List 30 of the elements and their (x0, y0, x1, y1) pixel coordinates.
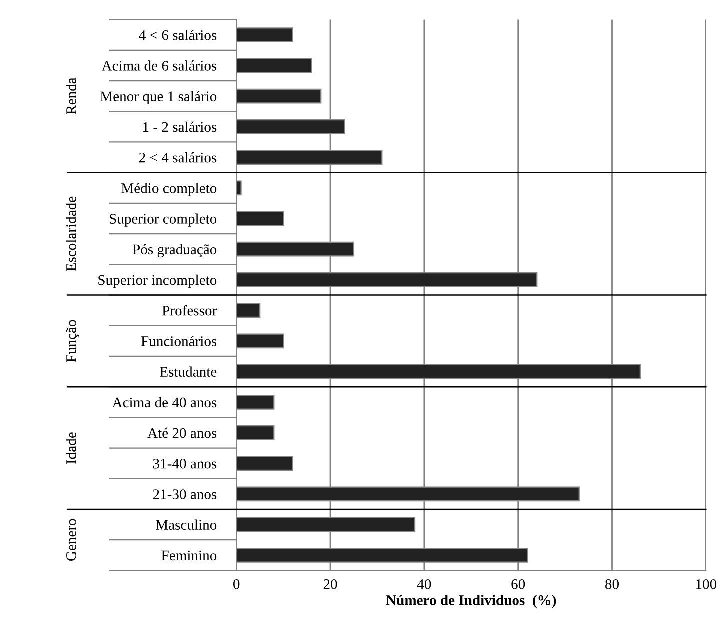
y-tick-label: Superior completo (110, 214, 217, 227)
y-tick-label: Menor que 1 salário (100, 91, 217, 104)
y-tick-label: Acima de 6 salários (102, 60, 217, 71)
y-tick-label: 2 < 4 salários (140, 152, 217, 163)
y-tick-label: Até 20 anos (148, 428, 217, 438)
y-tick-label: Feminino (162, 550, 217, 561)
y-tick-label: Superior incompleto (98, 274, 217, 288)
x-tick-label: 60 (512, 579, 526, 590)
y-tick-label: Masculino (156, 520, 217, 530)
y-tick-label: Pós graduação (132, 244, 217, 258)
x-tick-label: 100 (696, 579, 717, 590)
y-axis-title: Renda (66, 78, 76, 115)
y-tick-label: Médio completo (122, 183, 217, 196)
y-tick-label: Professor (162, 305, 218, 316)
y-axis-title: Escolaridade (66, 196, 76, 272)
y-axis-title: Genero (66, 519, 76, 561)
y-axis-title: Função (66, 320, 80, 362)
x-tick-label: 80 (606, 579, 619, 590)
x-tick-label: 0 (234, 579, 240, 590)
y-tick-label: 1 - 2 salários (144, 122, 217, 132)
y-tick-label: 21-30 anos (153, 490, 217, 500)
x-axis-title: Número de Individuos (%) (386, 595, 556, 608)
y-tick-label: 31-40 anos (153, 458, 217, 469)
x-tick-label: 40 (417, 579, 432, 590)
y-tick-label: Funcionários (141, 336, 217, 346)
y-axis-title: Idade (66, 432, 76, 464)
x-tick-label: 20 (324, 579, 338, 590)
y-tick-label: 4 < 6 salários (139, 30, 217, 40)
y-tick-label: Acima de 40 anos (112, 397, 217, 408)
y-tick-label: Estudante (160, 366, 217, 377)
